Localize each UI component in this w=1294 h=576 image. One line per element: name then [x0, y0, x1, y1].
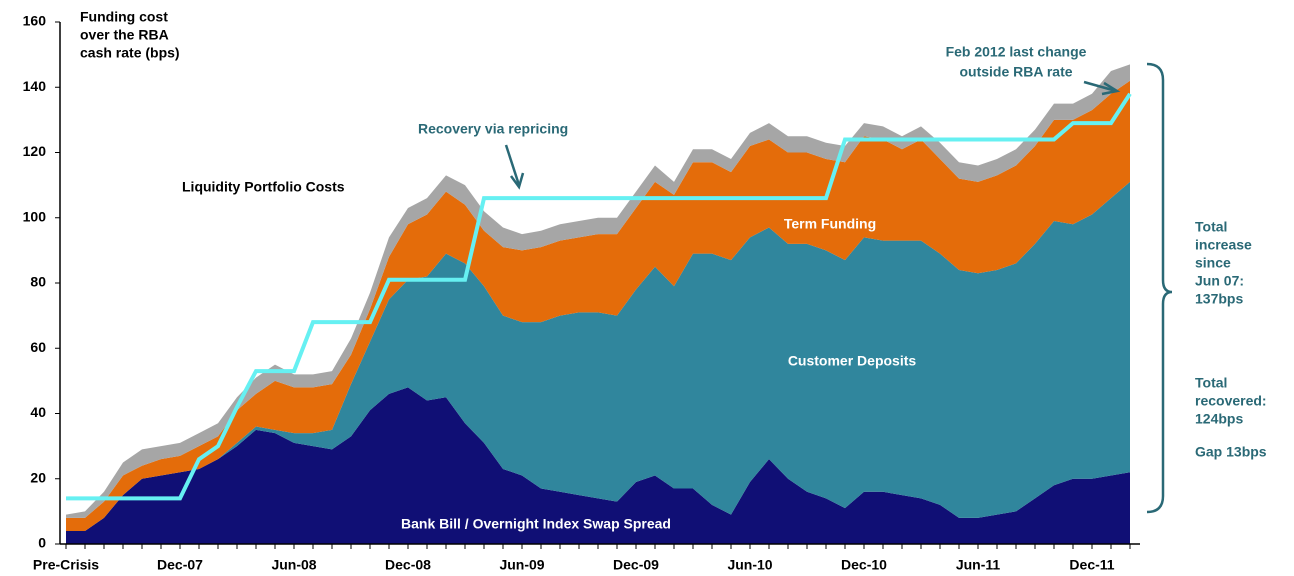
x-tick-label: Jun-09 [499, 557, 544, 573]
y-tick-label: 40 [30, 404, 46, 420]
line-label: Recovery via repricing [418, 121, 568, 137]
y-tick-label: 120 [23, 143, 47, 159]
areas [66, 64, 1132, 544]
arrow [1083, 80, 1117, 93]
annotation: Total [1195, 219, 1227, 235]
annotation: Total [1195, 375, 1227, 391]
y-tick-label: 20 [30, 469, 46, 485]
arrow-head [1101, 81, 1121, 96]
annotation: since [1195, 255, 1231, 271]
x-tick-label: Dec-11 [1069, 557, 1114, 573]
arrow [504, 144, 521, 186]
annotation: Jun 07: [1195, 273, 1244, 289]
area [66, 387, 1130, 544]
annotation: increase [1195, 237, 1252, 253]
annotation: 124bps [1195, 411, 1243, 427]
x-tick-label: Dec-07 [157, 557, 203, 573]
y-label: over the RBA [80, 27, 169, 43]
x-tick-label: Pre-Crisis [33, 557, 99, 573]
y-tick-label: 80 [30, 274, 46, 290]
line [66, 92, 1132, 501]
annotation: outside RBA rate [959, 64, 1072, 80]
x-tick-label: Dec-10 [841, 557, 887, 573]
y-tick-label: 160 [23, 13, 47, 29]
series-label: Bank Bill / Overnight Index Swap Spread [401, 516, 671, 532]
series-label: Liquidity Portfolio Costs [182, 179, 345, 195]
y-tick-label: 100 [23, 208, 47, 224]
x-tick-label: Dec-08 [385, 557, 431, 573]
y-label: cash rate (bps) [80, 45, 180, 61]
y-label: Funding cost [80, 9, 168, 25]
series-label: Term Funding [784, 216, 876, 232]
annotation: recovered: [1195, 393, 1267, 409]
x-tick-label: Dec-09 [613, 557, 659, 573]
x-tick-label: Jun-11 [956, 557, 1001, 573]
x-tick-label: Jun-10 [727, 557, 772, 573]
area [66, 181, 1130, 531]
annotation: Gap 13bps [1195, 444, 1267, 460]
y-tick-label: 60 [30, 339, 46, 355]
y-tick-label: 0 [38, 535, 46, 551]
arrow-head [509, 172, 525, 190]
annotation: Feb 2012 last change [946, 44, 1087, 60]
annotation: 137bps [1195, 291, 1243, 307]
brace [1146, 62, 1173, 514]
series-label: Customer Deposits [788, 353, 917, 369]
x-tick-label: Jun-08 [271, 557, 316, 573]
y-tick-label: 140 [23, 78, 47, 94]
arrows [504, 62, 1173, 514]
area [66, 80, 1130, 531]
